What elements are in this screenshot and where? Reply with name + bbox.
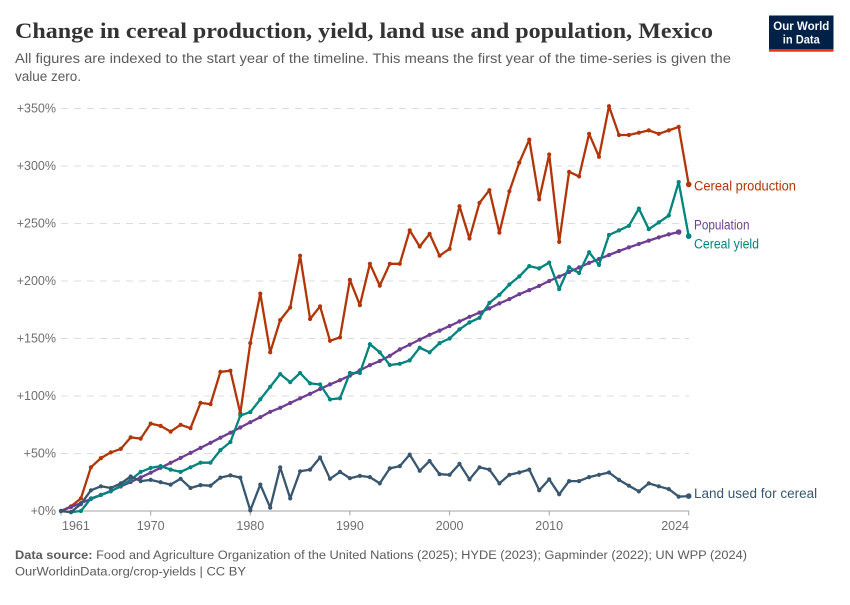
svg-text:+300%: +300% bbox=[17, 159, 56, 173]
svg-text:value zero.: value zero. bbox=[15, 69, 81, 84]
svg-text:+150%: +150% bbox=[17, 332, 56, 346]
svg-text:OurWorldinData.org/crop-yields: OurWorldinData.org/crop-yields | CC BY bbox=[15, 565, 246, 579]
svg-text:Cereal production: Cereal production bbox=[694, 179, 796, 194]
svg-text:1970: 1970 bbox=[137, 519, 165, 533]
svg-text:Population: Population bbox=[694, 218, 750, 233]
svg-text:+250%: +250% bbox=[17, 217, 56, 231]
svg-text:2024: 2024 bbox=[661, 519, 689, 533]
svg-text:+200%: +200% bbox=[17, 274, 56, 288]
svg-text:+350%: +350% bbox=[17, 102, 56, 116]
svg-text:All figures are indexed to the: All figures are indexed to the start yea… bbox=[15, 51, 731, 66]
svg-text:1980: 1980 bbox=[236, 519, 264, 533]
svg-text:2010: 2010 bbox=[535, 519, 563, 533]
svg-text:in Data: in Data bbox=[783, 33, 820, 47]
svg-text:Our World: Our World bbox=[773, 19, 829, 33]
svg-text:+50%: +50% bbox=[24, 447, 56, 461]
svg-text:2000: 2000 bbox=[436, 519, 464, 533]
svg-text:Cereal yield: Cereal yield bbox=[694, 237, 759, 252]
svg-text:+100%: +100% bbox=[17, 389, 56, 403]
svg-text:+0%: +0% bbox=[31, 504, 56, 518]
svg-text:Change in cereal production, y: Change in cereal production, yield, land… bbox=[15, 18, 713, 43]
svg-text:Land used for cereal: Land used for cereal bbox=[694, 486, 817, 501]
svg-text:Data source: Food and Agricult: Data source: Food and Agriculture Organi… bbox=[15, 548, 747, 562]
svg-text:1990: 1990 bbox=[336, 519, 364, 533]
svg-text:1961: 1961 bbox=[62, 519, 90, 533]
